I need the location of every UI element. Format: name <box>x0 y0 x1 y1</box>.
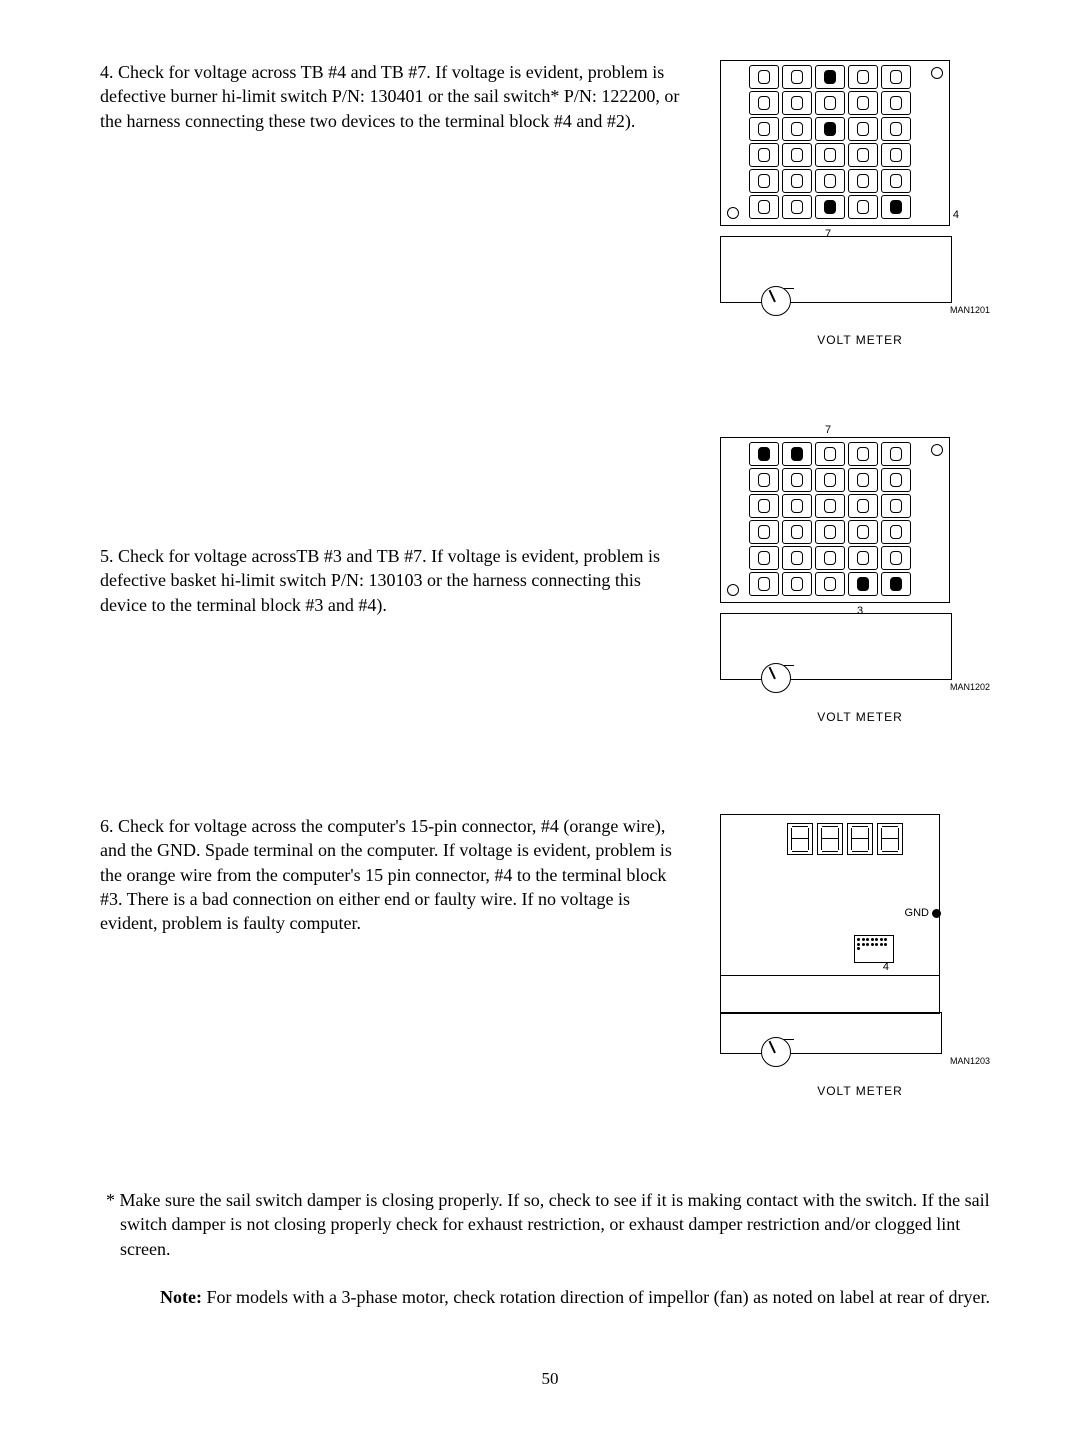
diagram-6: GND 4 MAN1203 VOLT METER <box>720 814 1000 1098</box>
diagram-4: 4 7 MAN1201 VOLT METER <box>720 60 1000 347</box>
terminal-block-5: 7 3 <box>720 437 950 603</box>
note-text: For models with a 3-phase motor, check r… <box>202 1287 990 1307</box>
computer-box: GND 4 <box>720 814 940 1014</box>
note-block: Note: For models with a 3-phase motor, c… <box>100 1285 1000 1309</box>
step-6: 6. Check for voltage across the computer… <box>100 814 1000 1098</box>
voltmeter-label: VOLT METER <box>720 1084 1000 1098</box>
step-6-text: 6. Check for voltage across the computer… <box>100 814 720 935</box>
voltmeter-label: VOLT METER <box>720 333 1000 347</box>
voltmeter-box <box>720 1012 942 1054</box>
pin-4-label: 4 <box>883 961 889 973</box>
step-5-text: 5. Check for voltage acrossTB #3 and TB … <box>100 544 720 617</box>
mount-hole-icon <box>727 207 739 219</box>
man-code: MAN1203 <box>720 1056 990 1066</box>
seven-seg-icon <box>787 823 813 855</box>
diagram-5: 7 3 MAN1202 VOLT METER <box>720 437 1000 724</box>
step-4-text: 4. Check for voltage across TB #4 and TB… <box>100 60 720 133</box>
connector-15pin-icon <box>854 935 894 963</box>
meter-dial-icon <box>761 663 791 693</box>
man-code: MAN1202 <box>720 682 990 692</box>
gnd-terminal-icon <box>932 909 941 918</box>
display-row <box>787 823 933 855</box>
mount-hole-icon <box>727 584 739 596</box>
seven-seg-icon <box>817 823 843 855</box>
voltmeter-box <box>720 613 952 680</box>
divider <box>721 975 939 976</box>
mount-hole-icon <box>931 67 943 79</box>
step-4-num: 4. <box>100 62 114 82</box>
meter-dial-icon <box>761 286 791 316</box>
man-code: MAN1201 <box>720 305 990 315</box>
gnd-label: GND <box>905 907 929 919</box>
step-4: 4. Check for voltage across TB #4 and TB… <box>100 60 1000 347</box>
page-number: 50 <box>100 1369 1000 1389</box>
step-4-body: Check for voltage across TB #4 and TB #7… <box>100 62 679 131</box>
seven-seg-icon <box>847 823 873 855</box>
mount-hole-icon <box>931 444 943 456</box>
meter-dial-icon <box>761 1037 791 1067</box>
terminal-block-4: 4 7 <box>720 60 950 226</box>
pin-4-label: 4 <box>953 209 959 221</box>
voltmeter-box <box>720 236 952 303</box>
step-6-num: 6. <box>100 816 114 836</box>
step-5-body: Check for voltage acrossTB #3 and TB #7.… <box>100 546 660 615</box>
step-6-body: Check for voltage across the computer's … <box>100 816 672 933</box>
footnote: * Make sure the sail switch damper is cl… <box>100 1188 1000 1261</box>
seven-seg-icon <box>877 823 903 855</box>
pin-7-label: 7 <box>825 424 831 436</box>
step-5-num: 5. <box>100 546 114 566</box>
voltmeter-label: VOLT METER <box>720 710 1000 724</box>
note-bold: Note: <box>160 1287 202 1307</box>
step-5: 5. Check for voltage acrossTB #3 and TB … <box>100 437 1000 724</box>
